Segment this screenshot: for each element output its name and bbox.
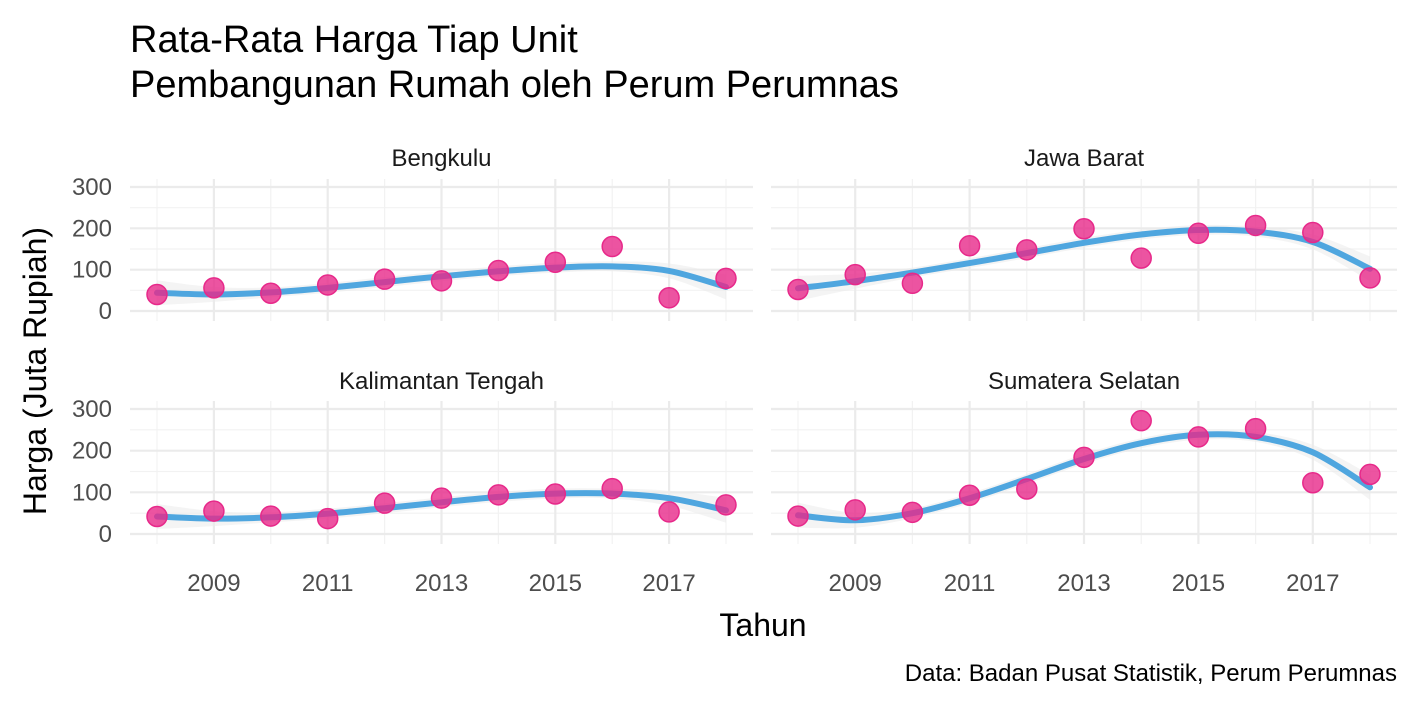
data-point: [787, 278, 809, 301]
data-point: [1302, 472, 1324, 494]
x-tick-label: 2009: [187, 570, 240, 597]
facet-panels: Bengkulu 0 100 200 300 Jawa Barat Kalimantan T…: [72, 145, 1397, 597]
data-point: [203, 277, 225, 299]
facet-strip-label: Kalimantan Tengah: [339, 368, 544, 395]
data-point: [1130, 409, 1152, 432]
data-point: [487, 484, 510, 506]
y-tick-label: 0: [99, 298, 112, 325]
data-point: [1187, 222, 1210, 245]
data-point: [958, 484, 981, 506]
data-point: [901, 272, 924, 295]
x-tick-label: 2009: [829, 570, 882, 597]
x-axis-title: Tahun: [719, 607, 806, 643]
x-tick-label: 2011: [302, 570, 354, 597]
data-point: [1130, 247, 1152, 269]
data-point: [901, 501, 924, 524]
x-tick-label: 2011: [944, 570, 996, 597]
facet-strip-label: Sumatera Selatan: [988, 368, 1180, 395]
confidence-ribbon: [157, 261, 726, 306]
data-point: [544, 251, 567, 273]
data-point: [601, 235, 623, 258]
facet-panel: Sumatera Selatan 2009 2011 2013 2015 2017: [771, 368, 1397, 597]
x-tick-label: 2015: [529, 570, 582, 597]
data-point: [658, 501, 680, 523]
chart-title: Rata-Rata Harga Tiap Unit: [130, 19, 578, 61]
smooth-trend-line: [795, 226, 1373, 292]
chart-subtitle: Pembangunan Rumah oleh Perum Perumnas: [130, 64, 899, 106]
data-point: [203, 500, 225, 522]
data-point: [430, 270, 453, 292]
data-point: [1073, 217, 1095, 240]
facet-panel: Jawa Barat: [771, 145, 1397, 321]
data-point: [260, 282, 282, 304]
data-point: [844, 263, 866, 286]
x-tick-label: 2015: [1172, 570, 1225, 597]
data-point: [958, 234, 981, 257]
facet-strip-label: Jawa Barat: [1024, 145, 1144, 172]
data-point: [146, 283, 168, 306]
data-point: [1073, 446, 1095, 469]
confidence-ribbon: [157, 488, 726, 529]
data-point: [430, 487, 453, 509]
data-point: [316, 507, 339, 530]
y-axis-title: Harga (Juta Rupiah): [17, 227, 53, 515]
data-point: [260, 505, 282, 527]
data-point: [1244, 214, 1267, 237]
data-point: [787, 505, 809, 527]
y-tick-label: 300: [72, 396, 112, 423]
data-point: [715, 494, 737, 516]
data-point: [1016, 239, 1038, 261]
data-point: [658, 287, 680, 309]
facet-panel: Kalimantan Tengah 0 100 200 300 2009 2011 2013 2…: [72, 368, 753, 597]
data-point: [1359, 463, 1381, 486]
data-point: [844, 499, 866, 521]
y-tick-label: 100: [72, 257, 112, 284]
data-point: [1187, 426, 1210, 448]
x-tick-label: 2013: [1057, 570, 1110, 597]
data-point: [373, 268, 396, 290]
x-tick-label: 2017: [1286, 570, 1339, 597]
data-point: [601, 477, 623, 500]
chart-caption: Data: Badan Pusat Statistik, Perum Perum…: [905, 660, 1397, 687]
data-point: [544, 483, 567, 505]
data-point: [715, 267, 737, 290]
data-point: [373, 492, 396, 514]
data-point: [1244, 417, 1267, 440]
facet-panel: Bengkulu 0 100 200 300: [72, 145, 753, 325]
data-point: [1016, 478, 1038, 500]
y-tick-label: 200: [72, 215, 112, 242]
y-tick-label: 300: [72, 174, 112, 201]
data-point: [1302, 221, 1324, 244]
y-tick-label: 200: [72, 438, 112, 465]
facet-strip-label: Bengkulu: [391, 145, 491, 172]
x-tick-label: 2017: [642, 570, 695, 597]
data-point: [316, 274, 339, 296]
data-point: [1359, 267, 1381, 289]
data-point: [146, 505, 168, 528]
data-point: [487, 259, 510, 282]
x-tick-label: 2013: [415, 570, 468, 597]
y-tick-label: 100: [72, 479, 112, 506]
y-tick-label: 0: [99, 521, 112, 548]
